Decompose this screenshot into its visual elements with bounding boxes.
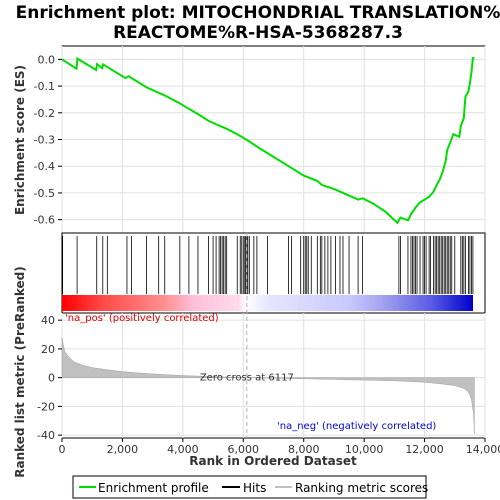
x-tick-label: 12,000	[405, 443, 444, 456]
es-tick-label: -0.3	[34, 134, 55, 147]
ranking-metric-area	[61, 337, 475, 434]
metric-y-axis-label: Ranked list metric (PreRanked)	[13, 266, 27, 478]
metric-tick-label: -40	[37, 429, 55, 442]
enrichment-profile-line	[61, 56, 475, 225]
legend-label-hits: Hits	[243, 481, 266, 495]
es-y-axis-label: Enrichment score (ES)	[13, 65, 27, 215]
legend-label-ranking-metric: Ranking metric scores	[295, 481, 428, 495]
legend-box	[72, 475, 427, 499]
x-tick-label: 10,000	[345, 443, 384, 456]
chart-title-line2: REACTOME%R-HSA-5368287.3	[113, 23, 403, 43]
metric-tick-label: 20	[41, 343, 55, 356]
rank-color-bar	[62, 295, 473, 311]
es-tick-label: -0.5	[34, 187, 55, 200]
x-tick-label: 4,000	[167, 443, 199, 456]
ranking-metric-panel: Zero cross at 6117 'na_pos' (positively …	[13, 233, 486, 478]
metric-tick-label: 40	[41, 314, 55, 327]
neg-correlation-label: 'na_neg' (negatively correlated)	[277, 421, 436, 432]
hits-panel	[61, 232, 486, 314]
metric-y-ticks: 40 20 0 -20 -40	[37, 314, 62, 442]
es-tick-label: 0.0	[38, 53, 56, 66]
x-tick-label: 0	[59, 443, 66, 456]
legend-label-enrichment-profile: Enrichment profile	[98, 481, 209, 495]
pos-correlation-label: 'na_pos' (positively correlated)	[65, 313, 219, 324]
es-tick-label: -0.6	[34, 214, 55, 227]
x-axis-label: Rank in Ordered Dataset	[189, 454, 357, 468]
es-tick-label: -0.2	[34, 107, 55, 120]
x-tick-label: 2,000	[107, 443, 139, 456]
chart-title-line1: Enrichment plot: MITOCHONDRIAL TRANSLATI…	[16, 3, 500, 23]
x-tick-label: 14,000	[466, 443, 500, 456]
x-axis-ticks: 0 2,000 4,000 6,000 8,000 10,000 12,000 14,000	[59, 438, 500, 456]
legend: Enrichment profile Hits Ranking metric s…	[72, 475, 428, 499]
es-tick-label: -0.1	[34, 80, 55, 93]
x-tick-label: 6,000	[228, 443, 260, 456]
enrichment-score-panel: 0.0 -0.1 -0.2 -0.3 -0.4 -0.5 -0.6 Enrichment s…	[13, 45, 486, 234]
es-tick-label: -0.4	[34, 160, 55, 173]
es-y-ticks: 0.0 -0.1 -0.2 -0.3 -0.4 -0.5 -0.6	[34, 53, 62, 227]
metric-tick-label: -20	[37, 400, 55, 413]
zero-cross-label: Zero cross at 6117	[200, 373, 294, 384]
x-tick-label: 8,000	[288, 443, 320, 456]
metric-tick-label: 0	[48, 372, 55, 385]
